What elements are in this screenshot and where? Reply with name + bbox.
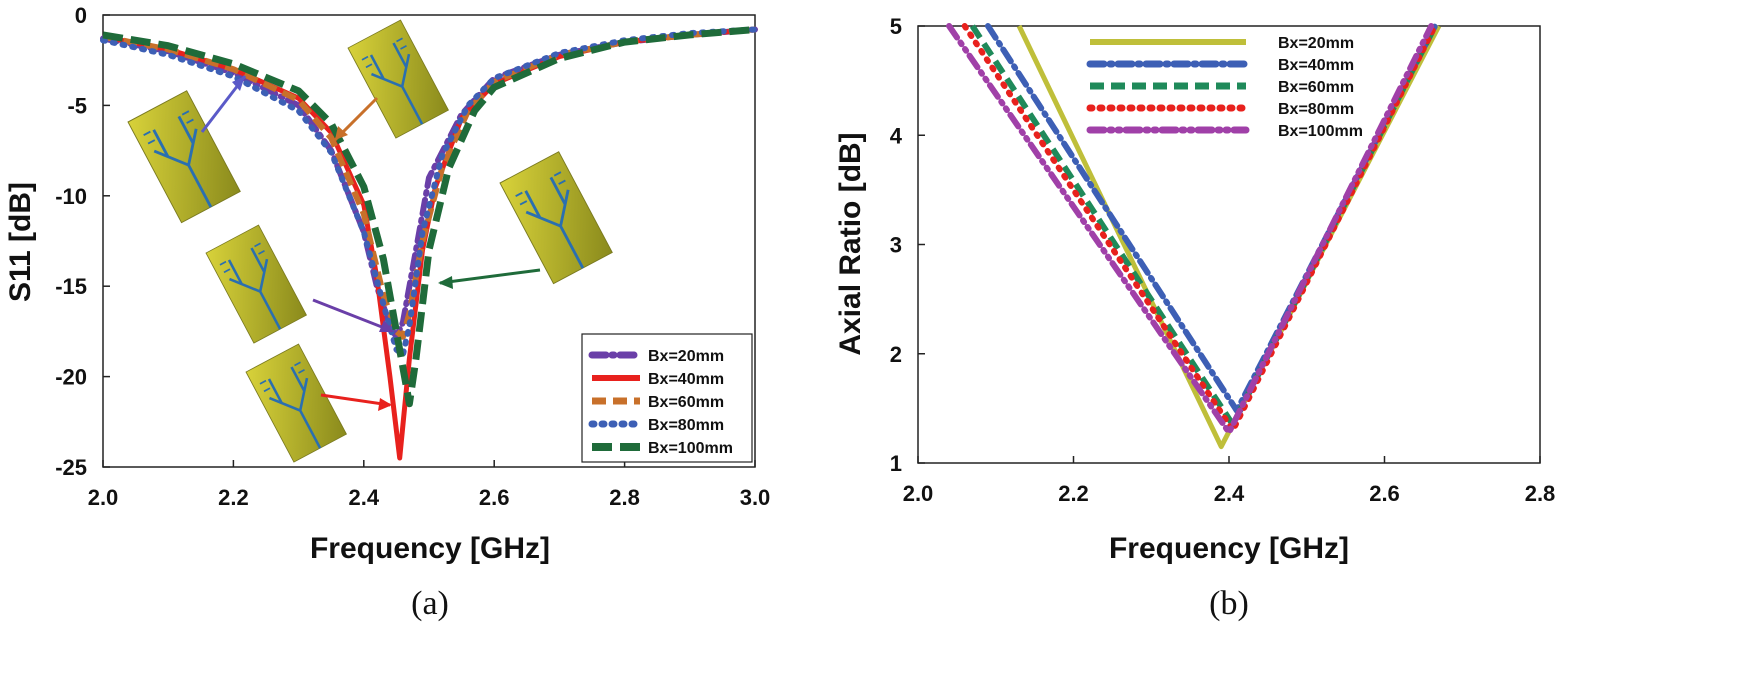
legend-label: Bx=60mm	[648, 394, 724, 411]
x-tick-label: 2.8	[1525, 481, 1556, 506]
legend-label: Bx=20mm	[648, 348, 724, 365]
series-line-bx-100mm	[102, 26, 756, 408]
y-tick-label: -20	[55, 365, 87, 390]
legend-label: Bx=100mm	[1278, 123, 1363, 140]
chart-a-xlabel: Frequency [GHz]	[310, 532, 550, 565]
legend-label: Bx=20mm	[1278, 35, 1354, 52]
arrow-bx40	[320, 393, 391, 407]
legend-label: Bx=80mm	[1278, 101, 1354, 118]
chart-a-series	[100, 26, 758, 461]
x-tick-label: 2.0	[903, 481, 934, 506]
legend-label: Bx=40mm	[1278, 57, 1354, 74]
y-tick-label: 5	[890, 14, 902, 39]
y-tick-label: 1	[890, 451, 902, 476]
chart-a: 2.0 2.2 2.4 2.6 2.8 3.0 0 -5 -10 -15 -20 -25 Bx=20m…	[4, 3, 770, 622]
x-tick-label: 2.4	[1214, 481, 1245, 506]
chart-a-ylabel: S11 [dB]	[4, 182, 37, 302]
x-tick-label: 2.0	[88, 485, 119, 510]
annotation-arrows	[200, 75, 541, 411]
y-tick-label: -25	[55, 455, 87, 480]
y-tick-label: -10	[55, 184, 87, 209]
y-tick-label: -15	[55, 274, 87, 299]
series-line-bx-80mm	[100, 26, 758, 358]
chart-b-legend: Bx=20mm Bx=40mm Bx=60mm Bx=80mm Bx=100mm	[1086, 35, 1363, 140]
y-tick-label: 2	[890, 342, 902, 367]
series-line-bx-60mm	[969, 24, 1438, 428]
x-tick-label: 2.6	[1369, 481, 1400, 506]
series-line-bx-80mm	[961, 23, 1438, 434]
chart-b-series	[946, 23, 1442, 450]
chart-b-ticks: 2.0 2.2 2.4 2.6 2.8 1 2 3 4 5	[890, 14, 1556, 506]
legend-label: Bx=100mm	[648, 440, 733, 457]
chart-b-caption: (b)	[1209, 585, 1249, 622]
chart-a-legend: Bx=20mm Bx=40mm Bx=60mm Bx=80mm Bx=100mm	[581, 333, 753, 463]
legend-label: Bx=80mm	[648, 417, 724, 434]
y-tick-label: 0	[75, 3, 87, 28]
x-tick-label: 2.6	[479, 485, 510, 510]
series-line-bx-100mm	[946, 23, 1435, 436]
legend-label: Bx=60mm	[1278, 79, 1354, 96]
chart-b-ylabel: Axial Ratio [dB]	[834, 132, 867, 355]
chart-a-ticks: 2.0 2.2 2.4 2.6 2.8 3.0 0 -5 -10 -15 -20 -25	[55, 3, 770, 510]
chart-b-xlabel: Frequency [GHz]	[1109, 532, 1349, 565]
x-tick-label: 2.2	[1058, 481, 1089, 506]
legend-label: Bx=40mm	[648, 371, 724, 388]
y-tick-label: 3	[890, 233, 902, 258]
x-tick-label: 3.0	[740, 485, 771, 510]
arrow-bx20-dip	[312, 298, 393, 333]
chart-b: 2.0 2.2 2.4 2.6 2.8 1 2 3 4 5 Bx=20mm Bx=40mm Bx=60…	[834, 14, 1555, 622]
x-tick-label: 2.8	[609, 485, 640, 510]
x-tick-label: 2.4	[349, 485, 380, 510]
chart-a-caption: (a)	[411, 585, 449, 622]
x-tick-label: 2.2	[218, 485, 249, 510]
y-tick-label: 4	[890, 123, 903, 148]
y-tick-label: -5	[67, 93, 87, 118]
arrow-bx100	[439, 268, 541, 285]
